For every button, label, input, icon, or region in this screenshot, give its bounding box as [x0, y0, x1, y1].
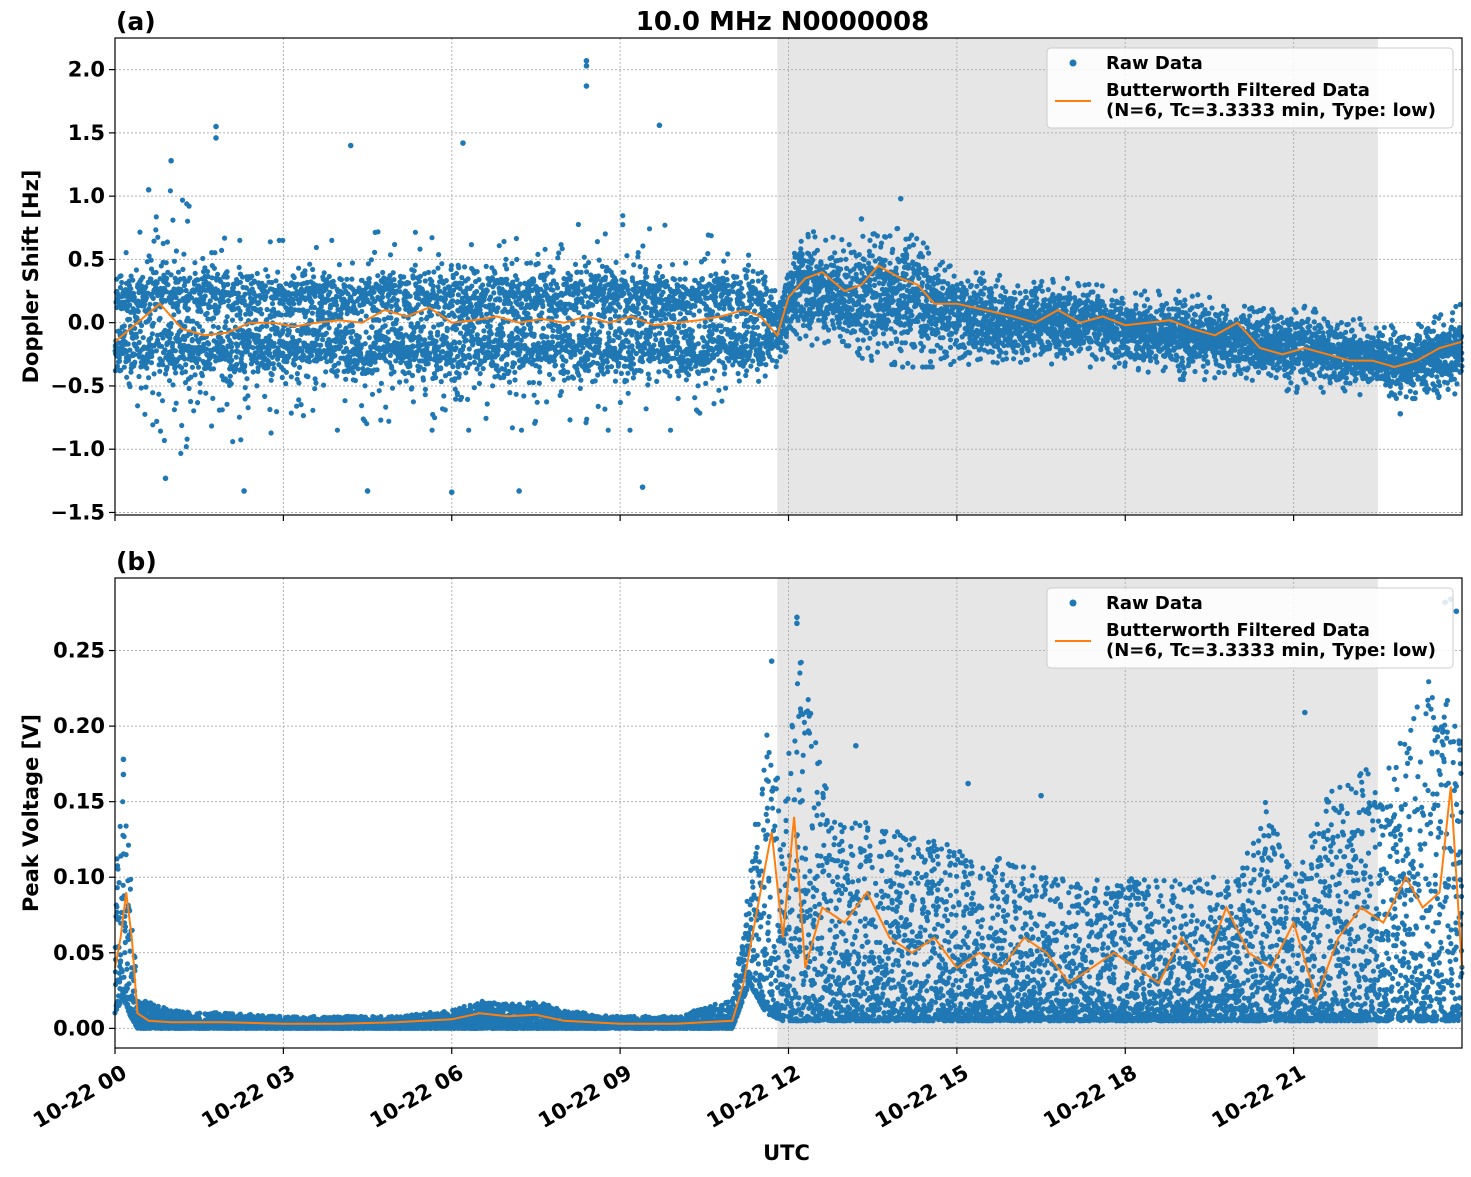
b-raw-outlier-4	[768, 658, 775, 664]
b-raw-outlier-3	[794, 620, 800, 627]
a-ytick-label-7: 2.0	[68, 58, 105, 82]
b-raw-outlier-10	[965, 780, 971, 787]
a-raw-outlier-6	[460, 140, 466, 146]
a-y-ticks: −1.5 −1.0 −0.5 0.0 0.5 1.0 1.5 2.0	[50, 58, 115, 524]
b-y-axis-label: Peak Voltage [V]	[19, 714, 43, 912]
panel-b: 0.000.050.100.150.200.25 10-22 00 10-22 0…	[19, 547, 1465, 1165]
b-ytick-label-4: 0.20	[53, 714, 105, 738]
b-legend-filtered-label-line2: (N=6, Tc=3.3333 min, Type: low)	[1106, 640, 1436, 661]
a-raw-outlier-1	[213, 135, 219, 141]
b-ytick-label-1: 0.05	[53, 941, 105, 965]
a-legend-filtered-label-line2: (N=6, Tc=3.3333 min, Type: low)	[1106, 100, 1436, 121]
b-raw-outlier-0	[120, 756, 127, 763]
a-raw-outlier-2	[583, 57, 590, 64]
b-legend-filtered-label-line1: Butterworth Filtered Data	[1106, 620, 1370, 641]
b-raw-points-cloud	[112, 659, 1465, 1032]
a-filtered-line	[114, 264, 1463, 369]
b-xtick-label-5: 10-22 15	[871, 1060, 973, 1133]
b-xtick-label-4: 10-22 12	[703, 1060, 805, 1133]
a-raw-outlier-14	[168, 157, 174, 164]
a-raw-outlier-11	[639, 484, 646, 490]
b-legend: Raw Data Butterworth Filtered Data (N=6,…	[1046, 587, 1454, 669]
a-raw-data-series	[112, 57, 1465, 496]
b-legend-raw-marker	[1069, 599, 1077, 607]
b-raw-outlier-2	[794, 614, 800, 621]
a-raw-outlier-17	[1397, 410, 1404, 417]
b-xtick-label-3: 10-22 09	[534, 1060, 636, 1133]
a-ytick-label-5: 1.0	[68, 184, 105, 208]
a-raw-outlier-18	[145, 187, 152, 193]
a-legend-raw-marker	[1069, 59, 1077, 67]
a-raw-outlier-0	[213, 123, 219, 130]
a-ytick-label-3: 0.0	[68, 311, 105, 335]
b-xtick-label-1: 10-22 03	[197, 1060, 299, 1133]
b-legend-box	[1046, 587, 1454, 669]
a-raw-outlier-9	[364, 488, 371, 494]
a-x-ticks	[114, 515, 1295, 521]
a-raw-outlier-15	[897, 195, 904, 202]
figure-title: 10.0 MHz N0000008	[636, 7, 929, 37]
a-legend: Raw Data Butterworth Filtered Data (N=6,…	[1046, 47, 1454, 129]
a-legend-box	[1046, 47, 1454, 129]
panel-b-letter: (b)	[116, 547, 157, 576]
a-raw-points-cloud	[112, 188, 1465, 456]
b-ytick-label-5: 0.25	[53, 639, 105, 663]
b-xtick-label-2: 10-22 06	[366, 1060, 468, 1133]
a-raw-outlier-8	[241, 488, 247, 494]
a-raw-outlier-5	[656, 122, 663, 129]
b-raw-outlier-9	[853, 742, 859, 749]
b-xtick-label-6: 10-22 18	[1039, 1060, 1141, 1133]
a-ytick-label-2: −0.5	[50, 374, 105, 398]
x-axis-label: UTC	[763, 1141, 810, 1165]
a-ytick-label-4: 0.5	[68, 247, 105, 271]
b-x-ticks: 10-22 00 10-22 03 10-22 06 10-22 09 10-22 12…	[29, 1048, 1309, 1133]
a-raw-outlier-4	[583, 83, 590, 89]
a-raw-outlier-12	[516, 488, 522, 494]
a-ytick-label-1: −1.0	[50, 437, 105, 461]
a-raw-outlier-10	[448, 489, 455, 496]
b-legend-raw-label: Raw Data	[1106, 593, 1203, 614]
b-raw-outlier-11	[1038, 792, 1044, 799]
a-legend-raw-label: Raw Data	[1106, 53, 1203, 74]
b-raw-outlier-1	[120, 771, 127, 778]
panel-a-letter: (a)	[116, 7, 156, 36]
b-xtick-label-7: 10-22 21	[1208, 1060, 1310, 1133]
b-raw-outlier-7	[1453, 608, 1460, 615]
a-raw-outlier-16	[858, 216, 865, 222]
b-filtered-line	[114, 786, 1463, 1025]
b-y-ticks: 0.00 0.05 0.10 0.15 0.20 0.25	[53, 639, 115, 1040]
b-xtick-label-0: 10-22 00	[29, 1060, 131, 1133]
b-raw-outlier-8	[1302, 709, 1308, 716]
a-raw-outlier-3	[583, 63, 590, 69]
a-ytick-label-6: 1.5	[68, 121, 105, 145]
panel-a: −1.5 −1.0 −0.5 0.0 0.5 1.0 1.5 2.0 (a) 10.0 MHz…	[19, 7, 1465, 524]
a-legend-filtered-label-line1: Butterworth Filtered Data	[1106, 80, 1370, 101]
b-ytick-label-2: 0.10	[53, 865, 105, 889]
a-ytick-label-0: −1.5	[50, 500, 105, 524]
a-raw-outlier-13	[162, 475, 169, 482]
a-y-axis-label: Doppler Shift [Hz]	[19, 170, 43, 384]
a-raw-outlier-7	[347, 142, 354, 149]
b-ytick-label-0: 0.00	[53, 1016, 105, 1040]
b-ytick-label-3: 0.15	[53, 790, 105, 814]
